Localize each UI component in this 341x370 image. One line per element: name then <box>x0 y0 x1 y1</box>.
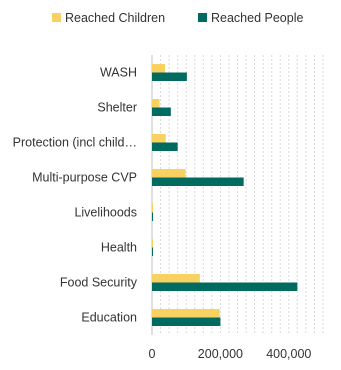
bar-reached-children <box>152 169 186 178</box>
legend-swatch <box>198 13 207 22</box>
x-tick-label: 400,000 <box>266 347 311 361</box>
bars <box>152 64 298 326</box>
legend-swatch <box>52 13 61 22</box>
bar-reached-people <box>152 177 244 186</box>
bar-reached-children <box>152 204 153 213</box>
bar-reached-people <box>152 212 154 221</box>
bar-reached-people <box>152 142 178 151</box>
bar-reached-people <box>152 247 154 256</box>
bar-reached-children <box>152 134 166 143</box>
x-tick-label: 0 <box>149 347 156 361</box>
legend-label: Reached People <box>211 11 303 25</box>
category-label: Multi-purpose CVP <box>32 171 137 185</box>
category-label: WASH <box>100 66 137 80</box>
bar-reached-people <box>152 107 171 116</box>
gridlines <box>151 55 324 335</box>
bar-reached-children <box>152 64 165 73</box>
category-labels: WASH Shelter Protection (incl child… Multi-… <box>13 66 138 325</box>
category-label: Shelter <box>97 101 137 115</box>
bar-reached-people <box>152 317 221 326</box>
x-axis-tick-labels: 0 200,000 400,000 <box>149 347 312 361</box>
category-label: Health <box>101 241 137 255</box>
category-label: Education <box>81 311 137 325</box>
x-tick-label: 200,000 <box>198 347 243 361</box>
bar-reached-children <box>152 239 153 248</box>
legend: Reached Children Reached People <box>52 11 303 25</box>
bar-reached-children <box>152 99 160 108</box>
bar-reached-children <box>152 274 200 283</box>
legend-label: Reached Children <box>65 11 165 25</box>
category-label: Food Security <box>60 276 138 290</box>
category-label: Livelihoods <box>74 206 137 220</box>
bar-reached-people <box>152 72 187 81</box>
bar-reached-people <box>152 282 298 291</box>
category-label: Protection (incl child… <box>13 136 137 150</box>
bar-reached-children <box>152 309 220 318</box>
